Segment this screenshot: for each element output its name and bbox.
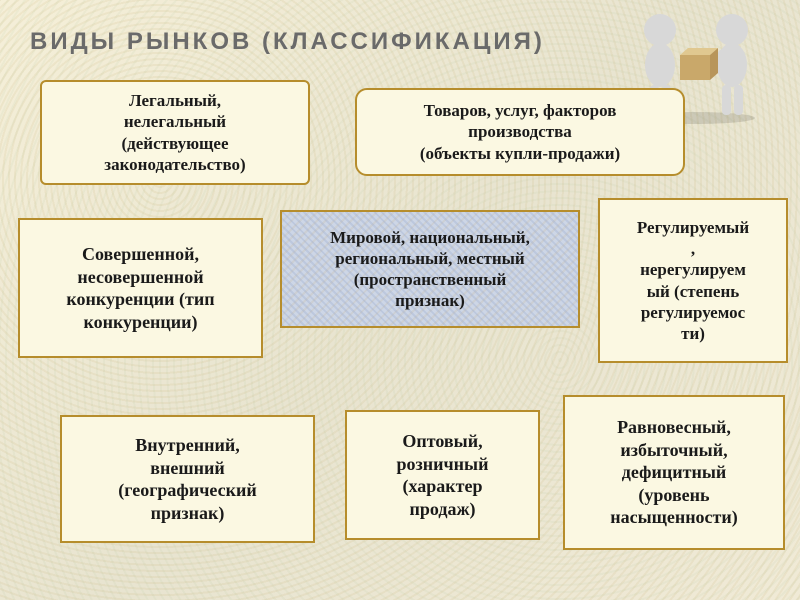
box-regulated: Регулируемый , нерегулируем ый (степень … — [598, 198, 788, 363]
box-sales: Оптовый, розничный (характер продаж) — [345, 410, 540, 540]
box-saturation: Равновесный, избыточный, дефицитный (уро… — [563, 395, 785, 550]
box-legal: Легальный, нелегальный (действующее зако… — [40, 80, 310, 185]
box-spatial: Мировой, национальный, региональный, мес… — [280, 210, 580, 328]
page-title: ВИДЫ РЫНКОВ (КЛАССИФИКАЦИЯ) — [30, 28, 545, 56]
box-geographic: Внутренний, внешний (географический приз… — [60, 415, 315, 543]
box-competition: Совершенной, несовершенной конкуренции (… — [18, 218, 263, 358]
box-goods: Товаров, услуг, факторов производства (о… — [355, 88, 685, 176]
